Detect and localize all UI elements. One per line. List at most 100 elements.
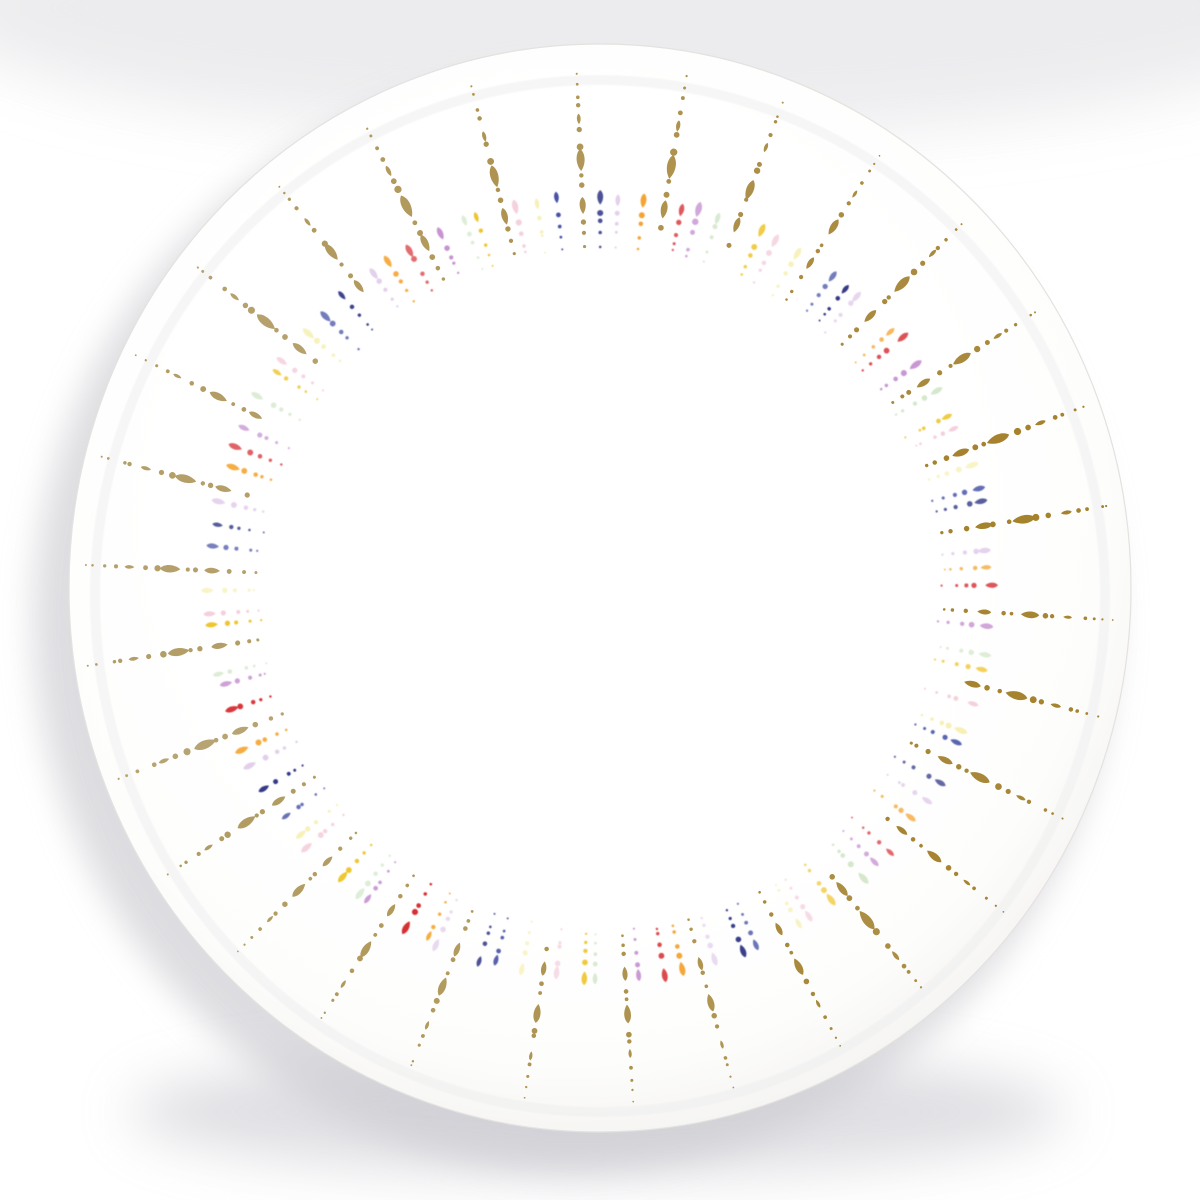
bead-drop bbox=[758, 223, 766, 237]
bead-dot bbox=[366, 323, 369, 326]
bead-drop bbox=[927, 850, 942, 863]
bead-dot bbox=[943, 568, 946, 571]
bead-dot bbox=[621, 943, 625, 948]
bead-dot bbox=[134, 354, 137, 357]
bead-dot bbox=[840, 342, 844, 346]
bead-dot bbox=[246, 609, 250, 613]
bead-dot bbox=[794, 895, 799, 900]
gold-spoke-3 bbox=[785, 154, 881, 301]
colored-spoke-yellow bbox=[904, 413, 952, 439]
gold-spoke-17 bbox=[410, 910, 474, 1067]
bead-dot bbox=[912, 401, 918, 406]
bead-dot bbox=[840, 853, 846, 858]
bead-drop bbox=[977, 547, 991, 554]
bead-drop bbox=[501, 208, 508, 225]
bead-dot bbox=[478, 228, 484, 233]
bead-dot bbox=[525, 1085, 528, 1089]
bead-dot bbox=[338, 329, 344, 335]
bead-dot bbox=[196, 266, 199, 269]
colored-spoke-pale-green bbox=[355, 854, 391, 899]
bead-drop bbox=[212, 671, 224, 677]
bead-drop bbox=[985, 582, 998, 588]
decoration-ring bbox=[84, 72, 1114, 1103]
bead-dot bbox=[444, 245, 450, 251]
bead-dot bbox=[953, 696, 959, 701]
colored-spoke-red bbox=[405, 244, 434, 292]
bead-dot bbox=[1005, 788, 1011, 795]
bead-dot bbox=[560, 928, 563, 931]
bead-drop bbox=[340, 980, 346, 988]
bead-dot bbox=[671, 924, 675, 928]
bead-drop bbox=[482, 131, 487, 142]
bead-dot bbox=[433, 997, 440, 1004]
bead-dot bbox=[269, 478, 273, 481]
bead-dot bbox=[331, 998, 335, 1002]
colored-spoke-royal-blue bbox=[281, 787, 326, 820]
bead-dot bbox=[994, 904, 997, 907]
bead-dot bbox=[561, 248, 564, 251]
bead-dot bbox=[676, 952, 683, 959]
bead-dot bbox=[835, 295, 841, 301]
bead-dot bbox=[312, 358, 319, 364]
bead-dot bbox=[730, 923, 736, 929]
bead-dot bbox=[882, 298, 888, 305]
bead-dot bbox=[597, 218, 603, 224]
bead-dot bbox=[964, 768, 969, 773]
bead-dot bbox=[366, 127, 369, 130]
bead-drop bbox=[271, 796, 286, 806]
bead-drop bbox=[320, 311, 331, 322]
bead-drop bbox=[437, 977, 447, 996]
bead-dot bbox=[705, 934, 710, 939]
bead-drop bbox=[974, 498, 988, 505]
bead-dot bbox=[253, 472, 258, 477]
bead-dot bbox=[237, 703, 244, 710]
bead-drop bbox=[292, 883, 306, 897]
bead-drop bbox=[806, 257, 815, 269]
bead-dot bbox=[704, 984, 709, 989]
bead-drop bbox=[636, 968, 642, 982]
bead-dot bbox=[700, 970, 705, 975]
bead-dot bbox=[932, 460, 938, 465]
bead-dot bbox=[687, 918, 690, 921]
bead-dot bbox=[900, 409, 905, 413]
bead-dot bbox=[879, 387, 883, 391]
bead-drop bbox=[158, 758, 170, 764]
bead-dot bbox=[505, 226, 511, 232]
bead-dot bbox=[621, 934, 624, 938]
bead-drop bbox=[251, 392, 264, 400]
bead-dot bbox=[876, 354, 882, 360]
bead-dot bbox=[338, 846, 343, 851]
bead-dot bbox=[626, 1031, 632, 1038]
bead-drop bbox=[219, 681, 233, 687]
bead-dot bbox=[925, 748, 931, 755]
bead-dot bbox=[744, 920, 749, 925]
bead-drop bbox=[238, 424, 250, 431]
bead-dot bbox=[1083, 616, 1088, 621]
bead-drop bbox=[858, 872, 869, 884]
bead-dot bbox=[582, 959, 588, 966]
bead-dot bbox=[725, 1063, 729, 1067]
bead-drop bbox=[916, 378, 931, 388]
colored-spoke-orange bbox=[854, 328, 895, 364]
bead-dot bbox=[949, 567, 952, 571]
bead-dot bbox=[854, 361, 857, 364]
bead-dot bbox=[658, 224, 664, 231]
bead-dot bbox=[293, 768, 297, 772]
colored-spoke-orange bbox=[226, 463, 273, 481]
bead-dot bbox=[683, 86, 687, 90]
bead-dot bbox=[971, 582, 977, 589]
colored-spoke-orange bbox=[383, 255, 415, 303]
bead-dot bbox=[410, 1064, 413, 1067]
bead-dot bbox=[637, 236, 641, 240]
bead-drop bbox=[1060, 510, 1072, 515]
bead-drop bbox=[256, 314, 275, 329]
colored-spoke-orange bbox=[636, 193, 647, 251]
bead-dot bbox=[252, 507, 257, 512]
bead-dot bbox=[953, 504, 958, 510]
bead-dot bbox=[900, 394, 905, 399]
bead-dot bbox=[788, 261, 794, 268]
bead-dot bbox=[878, 154, 881, 157]
bead-dot bbox=[557, 944, 562, 949]
bead-dot bbox=[234, 678, 240, 684]
bead-dot bbox=[576, 126, 582, 133]
